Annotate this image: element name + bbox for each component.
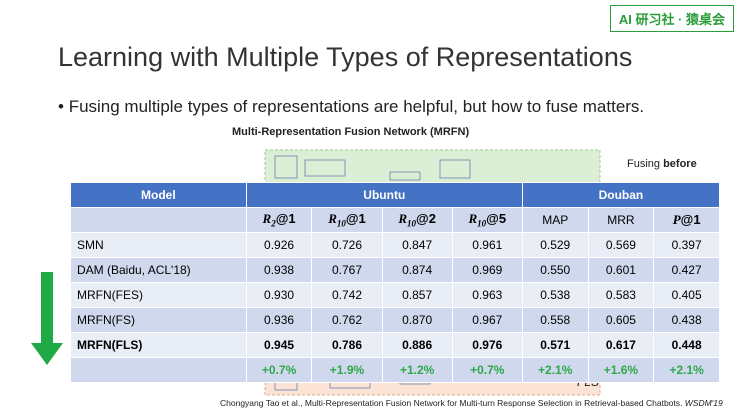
metric-base: R [468,211,478,227]
group-header: Ubuntu [245,182,523,208]
figure-note: Fusing before [627,158,697,170]
empty-cell [70,357,247,383]
value-cell: 0.762 [311,307,383,333]
value-cell: 0.726 [311,232,383,258]
value-cell: 0.448 [653,332,720,358]
metric-header: MAP [521,207,589,233]
metric-text: MAP [542,213,569,227]
data-row: SMN 0.926 0.726 0.847 0.961 0.529 0.569 0.397 [70,232,720,258]
metric-sub: 10 [407,218,417,229]
value-cell: 0.930 [245,282,313,308]
metric-base: R [328,211,337,227]
value-cell: 0.767 [311,257,383,283]
metric-header: R2@1 [245,207,313,233]
value-cell: 0.438 [653,307,720,333]
model-cell: SMN [70,232,247,258]
bullet-text: Fusing multiple types of representations… [68,97,645,116]
badge: AI 研习社 · 猿桌会 [609,5,734,32]
value-cell: 0.538 [521,282,589,308]
improvement-cell: +0.7% [245,357,313,383]
metric-rest: @1 [680,212,701,227]
results-table: Model Ubuntu Douban R2@1 R10@1 R10@2 R10@5 MAP M… [70,182,721,383]
improvement-cell: +1.6% [587,357,655,383]
value-cell: 0.945 [245,332,313,358]
value-cell: 0.427 [653,257,720,283]
metric-rest: @2 [416,211,436,227]
citation-text: Chongyang Tao et al., Multi-Representati… [220,398,685,408]
data-row: MRFN(FLS) 0.945 0.786 0.886 0.976 0.571 0.617 0… [70,332,720,358]
value-cell: 0.397 [653,232,720,258]
metric-text: MRR [607,213,635,227]
value-cell: 0.583 [587,282,655,308]
group-header: Model [70,182,247,208]
improvement-cell: +0.7% [451,357,523,383]
data-row: MRFN(FES) 0.930 0.742 0.857 0.963 0.538 0.583 0… [70,282,720,308]
citation-venue: WSDM'19 [684,398,723,408]
value-cell: 0.550 [521,257,589,283]
metric-header: MRR [587,207,655,233]
metric-rest: @5 [486,211,507,227]
model-cell: DAM (Baidu, ACL'18) [70,257,247,283]
improvement-cell: +2.1% [521,357,589,383]
improvement-row: +0.7% +1.9% +1.2% +0.7% +2.1% +1.6% +2.1% [70,357,720,383]
value-cell: 0.857 [381,282,453,308]
value-cell: 0.571 [521,332,589,358]
value-cell: 0.601 [587,257,655,283]
value-cell: 0.926 [245,232,313,258]
value-cell: 0.870 [381,307,453,333]
metric-sub: 2 [271,218,276,229]
value-cell: 0.976 [451,332,523,358]
value-cell: 0.605 [587,307,655,333]
data-row: MRFN(FS) 0.936 0.762 0.870 0.967 0.558 0.605 0.… [70,307,720,333]
slide-title: Learning with Multiple Types of Represen… [58,42,633,72]
improvement-cell: +1.9% [311,357,383,383]
group-header: Douban [521,182,721,208]
down-arrow-head [31,343,63,365]
note-bold: before [663,158,697,170]
metric-header: R10@5 [451,207,523,233]
bullet: • Fusing multiple types of representatio… [58,96,712,118]
value-cell: 0.936 [245,307,313,333]
improvement-cell: +2.1% [653,357,720,383]
value-cell: 0.874 [381,257,453,283]
value-cell: 0.405 [653,282,720,308]
value-cell: 0.963 [451,282,523,308]
value-cell: 0.529 [521,232,589,258]
metric-header: P@1 [653,207,720,233]
value-cell: 0.969 [451,257,523,283]
value-cell: 0.847 [381,232,453,258]
value-cell: 0.886 [381,332,453,358]
metric-row: R2@1 R10@1 R10@2 R10@5 MAP MRR P@1 [70,207,720,233]
note-text: Fusing [627,158,664,170]
metric-base: R [398,211,408,227]
improvement-cell: +1.2% [381,357,453,383]
value-cell: 0.617 [587,332,655,358]
metric-rest: @1 [345,211,366,227]
citation: Chongyang Tao et al., Multi-Representati… [220,398,723,408]
value-cell: 0.938 [245,257,313,283]
bullet-dot: • [58,97,69,116]
model-cell: MRFN(FLS) [70,332,247,358]
metric-sub: 10 [336,218,346,229]
metric-base: P [672,212,681,227]
header-row: Model Ubuntu Douban [70,182,721,208]
model-cell: MRFN(FS) [70,307,247,333]
value-cell: 0.742 [311,282,383,308]
value-cell: 0.967 [451,307,523,333]
value-cell: 0.961 [451,232,523,258]
metric-header: R10@2 [381,207,453,233]
empty-cell [70,207,247,233]
value-cell: 0.558 [521,307,589,333]
figure-caption: Multi-Representation Fusion Network (MRF… [232,126,470,138]
model-cell: MRFN(FES) [70,282,247,308]
metric-base: R [262,211,272,227]
value-cell: 0.786 [311,332,383,358]
value-cell: 0.569 [587,232,655,258]
metric-header: R10@1 [311,207,383,233]
metric-sub: 10 [477,218,487,229]
metric-rest: @1 [275,211,296,227]
data-row: DAM (Baidu, ACL'18) 0.938 0.767 0.874 0.969 0… [70,257,720,283]
